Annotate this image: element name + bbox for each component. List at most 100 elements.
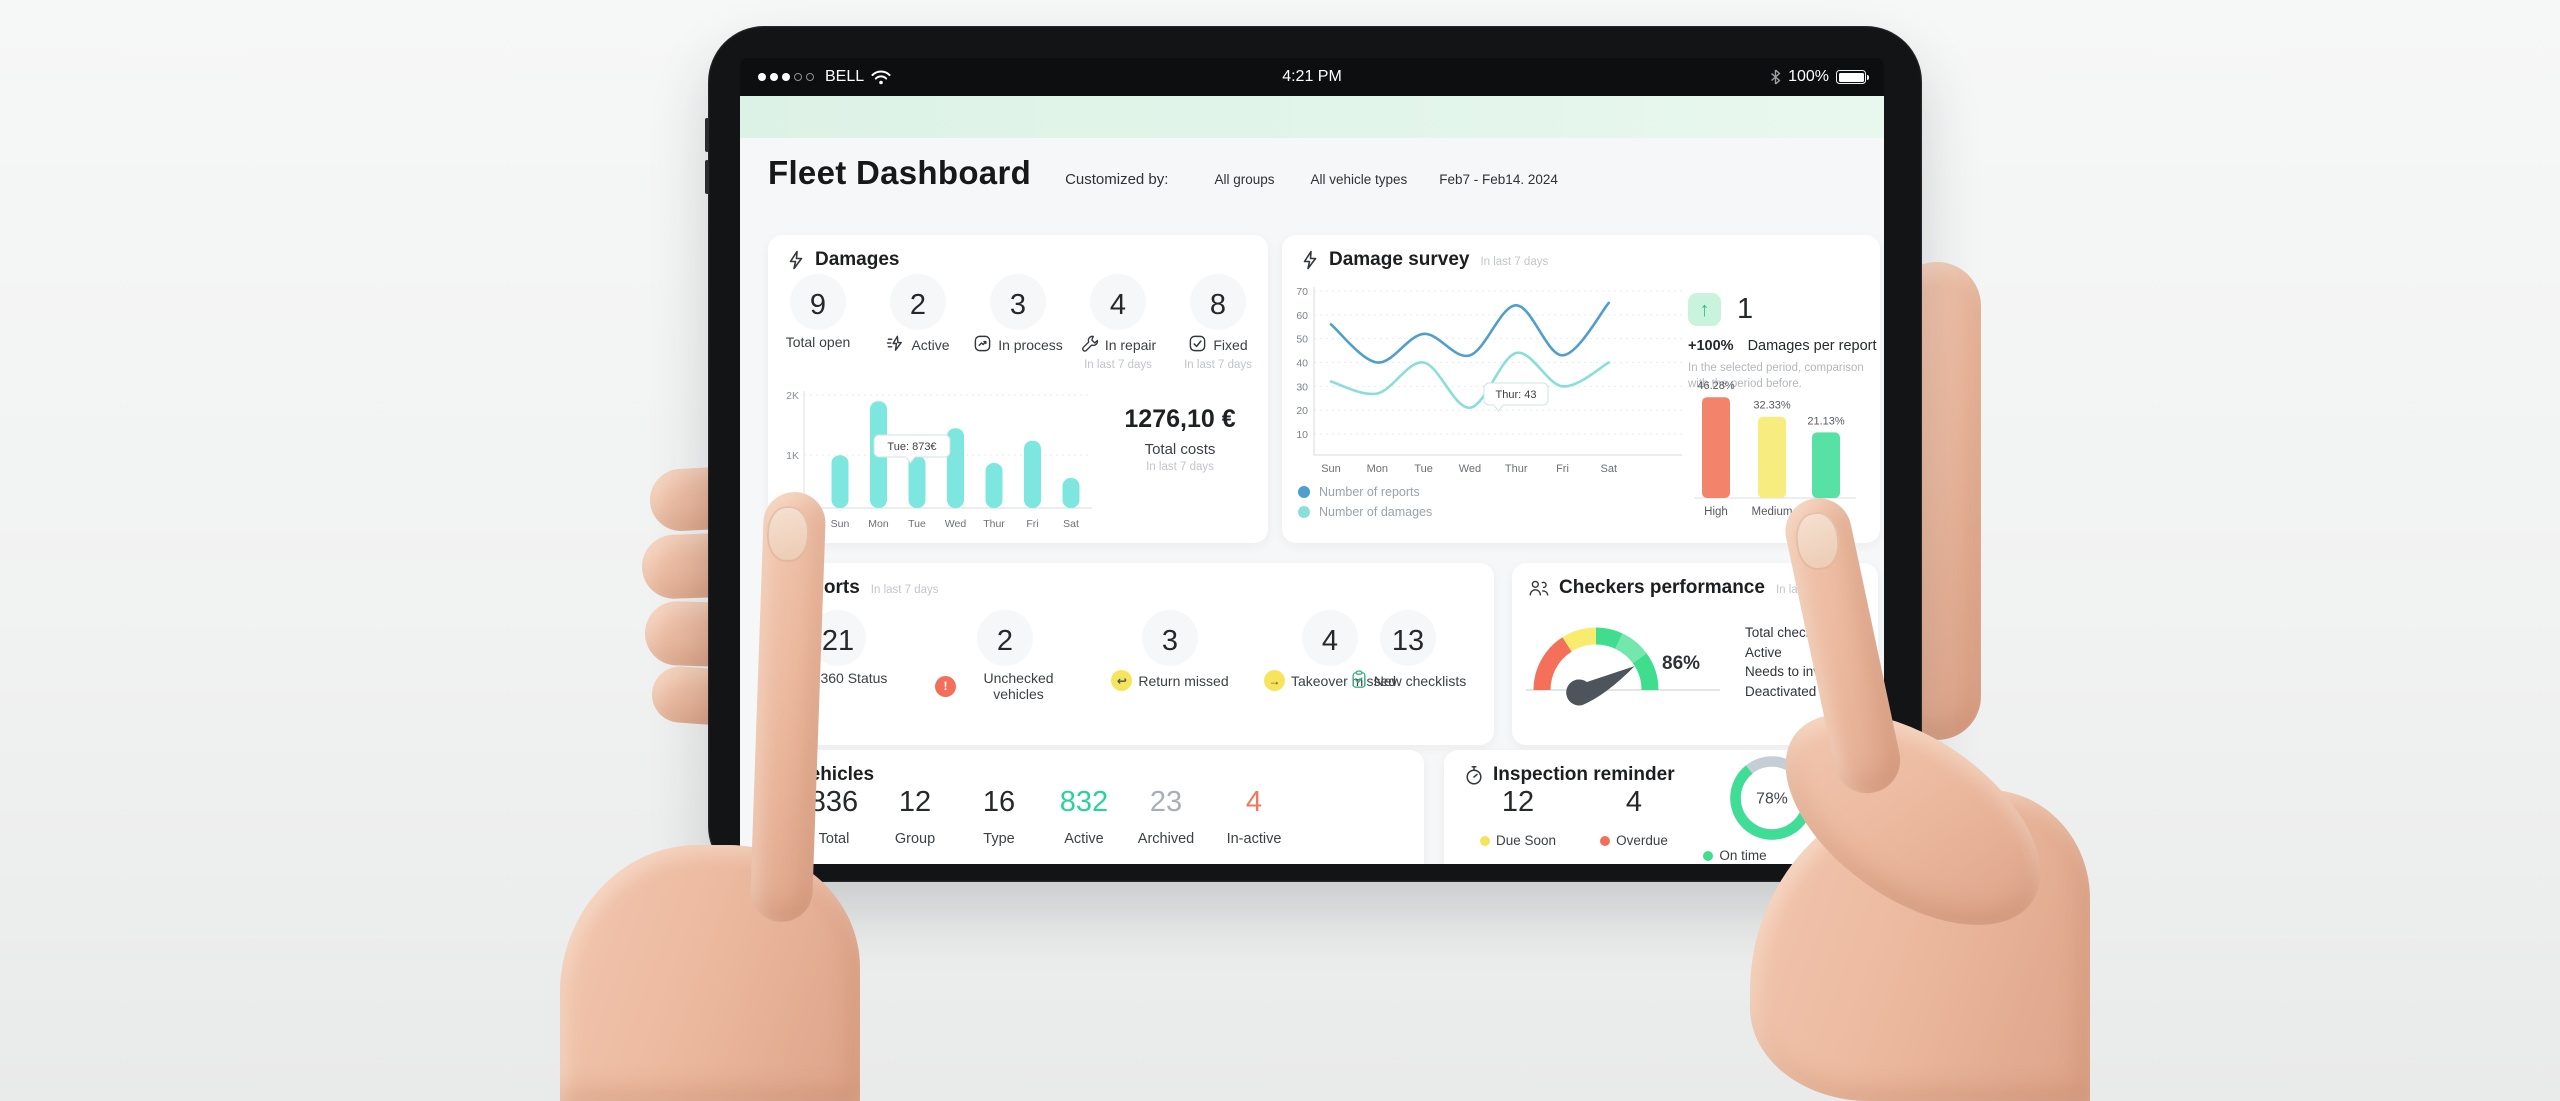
stat-return-missed: 3 ↩ Return missed bbox=[1100, 615, 1240, 691]
stat-unchecked-vehicles: 2 ! Unchecked vehicles bbox=[935, 615, 1075, 702]
svg-text:1K: 1K bbox=[786, 450, 799, 462]
filter-vehicle-types[interactable]: All vehicle types bbox=[1310, 172, 1408, 187]
svg-text:46.28%: 46.28% bbox=[1697, 380, 1735, 392]
svg-text:Thur: Thur bbox=[1505, 463, 1528, 475]
status-bar: BELL 4:21 PM 100% bbox=[740, 58, 1884, 96]
bluetooth-icon bbox=[1771, 69, 1781, 85]
stat-due-soon: 12 Due Soon bbox=[1468, 786, 1568, 848]
tablet-screen: BELL 4:21 PM 100% bbox=[740, 58, 1884, 864]
legend-item: Number of damages bbox=[1298, 505, 1432, 519]
svg-text:10: 10 bbox=[1296, 429, 1308, 441]
svg-text:Sat: Sat bbox=[1601, 463, 1618, 475]
damages-card: Damages 9 Total open 2 Active bbox=[768, 235, 1268, 543]
volume-button bbox=[705, 118, 709, 152]
svg-text:78%: 78% bbox=[1756, 790, 1788, 807]
left-hand-palm bbox=[560, 845, 860, 1101]
dashboard: Fleet Dashboard Customized by: All group… bbox=[740, 138, 1884, 864]
svg-text:Sat: Sat bbox=[1063, 518, 1079, 530]
svg-text:Wed: Wed bbox=[945, 518, 967, 530]
stat-vehicles-total: 836 Total bbox=[809, 786, 859, 847]
checkers-legend: Total checker Active Needs to invite Dea… bbox=[1745, 625, 1835, 699]
stat-vehicles-active: 832 Active bbox=[1059, 786, 1109, 847]
card-title: Damages bbox=[815, 249, 900, 270]
card-title: Damage survey bbox=[1329, 249, 1470, 270]
stat-on-time: On time bbox=[1680, 834, 1790, 863]
svg-text:21.13%: 21.13% bbox=[1807, 415, 1845, 427]
kpi-delta: +100% bbox=[1688, 338, 1734, 354]
wifi-icon bbox=[871, 70, 891, 84]
card-title: Checkers performance bbox=[1559, 577, 1765, 598]
battery-icon bbox=[1836, 70, 1869, 84]
svg-text:Tue: Tue bbox=[908, 518, 926, 530]
tablet-device: BELL 4:21 PM 100% bbox=[705, 26, 1922, 882]
in-process-icon bbox=[973, 334, 992, 356]
damages-stats: 9 Total open 2 Active 3 bbox=[768, 279, 1268, 371]
legend-label: Number of damages bbox=[1319, 505, 1433, 519]
svg-text:Sun: Sun bbox=[831, 518, 850, 530]
clock: 4:21 PM bbox=[1282, 68, 1342, 85]
users-icon bbox=[1528, 578, 1550, 598]
stat-fixed: 8 Fixed In last 7 days bbox=[1168, 279, 1268, 371]
legend-dot bbox=[1298, 486, 1310, 498]
stat-vehicles-archived: 23 Archived bbox=[1137, 786, 1195, 847]
stopwatch-icon bbox=[1464, 765, 1484, 786]
filter-groups[interactable]: All groups bbox=[1214, 172, 1275, 187]
card-period: In last 7 days bbox=[870, 584, 939, 596]
on-time-dot bbox=[1703, 850, 1714, 861]
reports-card: Reports In last 7 days 21 New 360 Status… bbox=[768, 563, 1494, 745]
damage-survey-card: Damage survey In last 7 days 70 60 50 40 30 2… bbox=[1282, 235, 1880, 543]
svg-text:60: 60 bbox=[1296, 310, 1308, 322]
checklist-icon bbox=[1350, 670, 1368, 692]
alert-icon: ! bbox=[935, 675, 956, 697]
arrow-right-icon: → bbox=[1263, 670, 1285, 691]
carrier-label: BELL bbox=[825, 68, 865, 85]
svg-text:Tue: Tue bbox=[1414, 463, 1433, 475]
kpi-damages-per-report: ↑ 1 +100% Damages per report In the sele… bbox=[1688, 293, 1878, 392]
svg-text:Thur: Thur bbox=[983, 518, 1005, 530]
card-title: Inspection reminder bbox=[1493, 764, 1675, 785]
stat-vehicles-inactive: 4 In-active bbox=[1226, 786, 1282, 847]
survey-line-chart: 70 60 50 40 30 20 10 Sun Mon Tue Wed Thur Fri Sat Thur… bbox=[1296, 286, 1682, 475]
stat-vehicles-type: 16 Type bbox=[982, 786, 1016, 847]
lightning-icon bbox=[1300, 250, 1320, 270]
card-title: Vehicles bbox=[798, 764, 875, 785]
svg-text:70: 70 bbox=[1296, 286, 1308, 298]
svg-text:86%: 86% bbox=[1662, 653, 1700, 674]
top-accent-band bbox=[740, 96, 1884, 138]
return-arrow-icon: ↩ bbox=[1111, 670, 1133, 691]
filter-date-range[interactable]: Feb7 - Feb14. 2024 bbox=[1439, 172, 1558, 187]
cost-bar-chart: 2K 1K Sun Mon Tue Wed Thur Fri Sat Tue: 873€ bbox=[786, 390, 1092, 530]
svg-text:2K: 2K bbox=[786, 390, 799, 402]
vehicles-card: Vehicles 836 Total 12 Group 16 Type 832 Acti… bbox=[768, 750, 1424, 864]
trend-up-badge: ↑ bbox=[1688, 293, 1721, 326]
total-costs: 1276,10 € Total costs In last 7 days bbox=[1124, 405, 1236, 473]
arrow-up-icon: ↑ bbox=[1699, 298, 1710, 321]
customized-by-label: Customized by: bbox=[1065, 171, 1169, 188]
volume-button bbox=[705, 160, 709, 194]
svg-text:20: 20 bbox=[1296, 405, 1308, 417]
active-damage-icon bbox=[886, 334, 905, 356]
stat-active: 2 Active bbox=[868, 279, 968, 371]
stat-in-repair: 4 In repair In last 7 days bbox=[1068, 279, 1168, 371]
svg-text:30: 30 bbox=[1296, 381, 1308, 393]
svg-text:Fri: Fri bbox=[1556, 463, 1569, 475]
svg-text:32.33%: 32.33% bbox=[1753, 400, 1791, 412]
cell-signal-icon bbox=[758, 73, 814, 81]
svg-text:Fri: Fri bbox=[1026, 518, 1038, 530]
stat-in-process: 3 In process bbox=[968, 279, 1068, 371]
svg-text:Medium: Medium bbox=[1752, 506, 1793, 518]
card-period: In last 7 days bbox=[1480, 256, 1549, 268]
svg-text:Mon: Mon bbox=[1367, 463, 1388, 475]
svg-text:Sun: Sun bbox=[1321, 463, 1341, 475]
svg-text:High: High bbox=[1704, 506, 1728, 518]
performance-gauge: 86% bbox=[1526, 627, 1720, 706]
page-title: Fleet Dashboard bbox=[768, 154, 1032, 191]
legend-item: Number of reports bbox=[1298, 485, 1432, 499]
lightning-icon bbox=[786, 250, 806, 270]
due-soon-dot bbox=[1479, 835, 1490, 846]
dashboard-header: Fleet Dashboard Customized by: All group… bbox=[768, 154, 1558, 192]
wrench-icon bbox=[1080, 334, 1099, 356]
check-square-icon bbox=[1188, 334, 1207, 356]
stat-vehicles-group: 12 Group bbox=[894, 786, 936, 847]
svg-text:50: 50 bbox=[1296, 334, 1308, 346]
